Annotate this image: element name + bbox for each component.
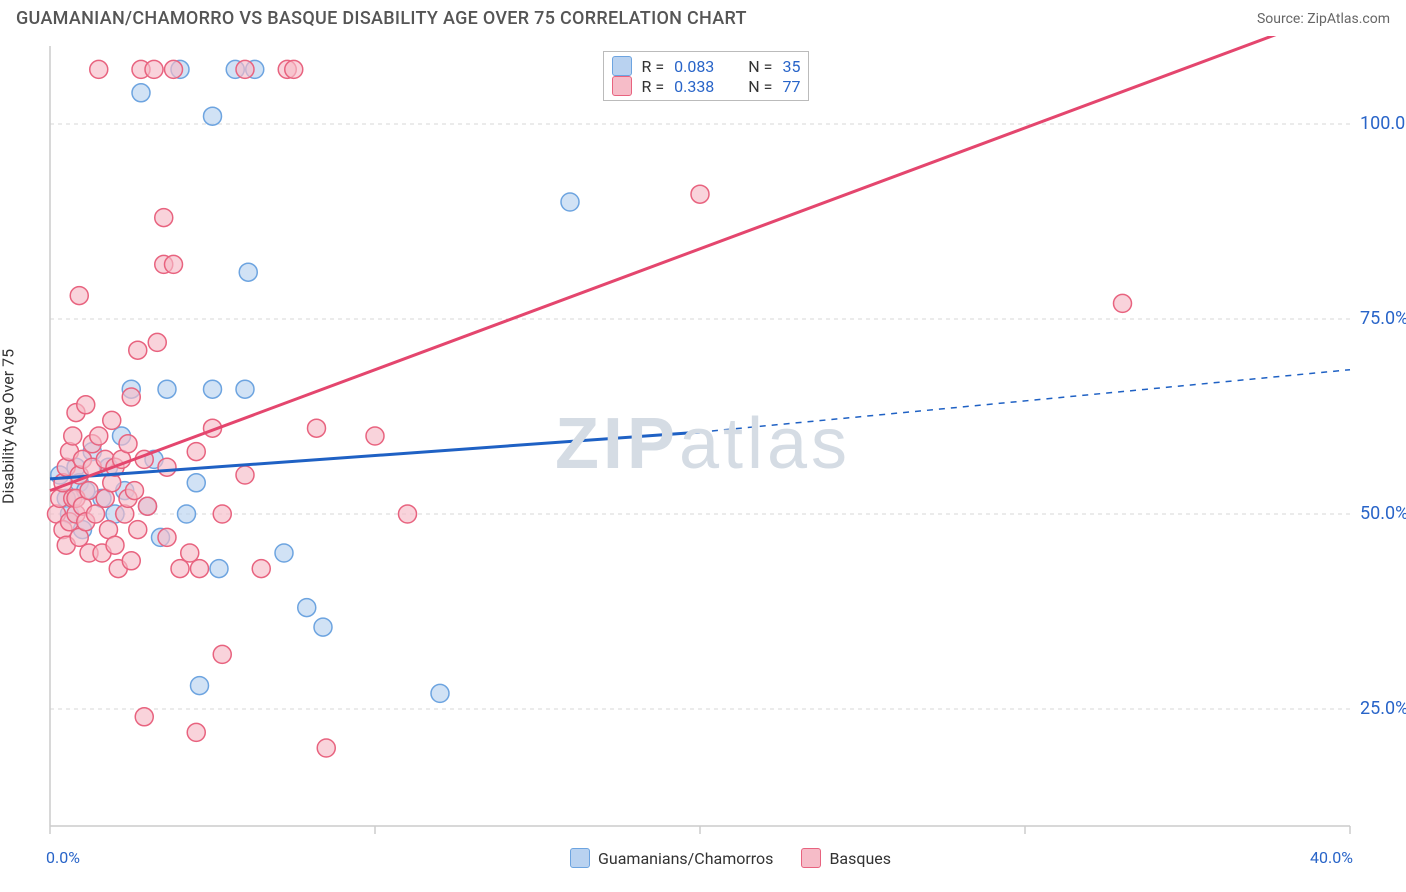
x-axis-min-label: 0.0% (46, 848, 80, 867)
r-label: R = (642, 77, 665, 96)
stats-legend: R = 0.083 N = 35 R = 0.338 N = 77 (603, 51, 810, 101)
stats-row: R = 0.338 N = 77 (612, 76, 801, 96)
n-value: 77 (782, 77, 800, 96)
series-name: Guamanians/Chamorros (598, 849, 773, 868)
legend-item: Basques (801, 848, 891, 868)
series-swatch (570, 848, 590, 868)
n-label: N = (748, 77, 772, 96)
x-axis-max-label: 40.0% (1310, 848, 1353, 867)
svg-text:50.0%: 50.0% (1360, 503, 1406, 524)
series-swatch (801, 848, 821, 868)
legend-item: Guamanians/Chamorros (570, 848, 773, 868)
chart-title: GUAMANIAN/CHAMORRO VS BASQUE DISABILITY … (16, 8, 747, 29)
source-label: Source: ZipAtlas.com (1257, 11, 1390, 27)
r-value: 0.083 (674, 57, 714, 76)
svg-text:75.0%: 75.0% (1360, 308, 1406, 329)
r-value: 0.338 (674, 77, 714, 96)
series-swatch (612, 76, 632, 96)
correlation-chart: 25.0% 50.0% 75.0% 100.0% (0, 36, 1406, 886)
y-axis-label: Disability Age Over 75 (0, 348, 18, 503)
series-legend: Guamanians/Chamorros Basques (570, 848, 891, 868)
r-label: R = (642, 57, 665, 76)
series-name: Basques (829, 849, 891, 868)
n-value: 35 (782, 57, 800, 76)
svg-text:25.0%: 25.0% (1360, 698, 1406, 719)
series-swatch (612, 56, 632, 76)
n-label: N = (748, 57, 772, 76)
stats-row: R = 0.083 N = 35 (612, 56, 801, 76)
svg-text:100.0%: 100.0% (1360, 113, 1406, 134)
